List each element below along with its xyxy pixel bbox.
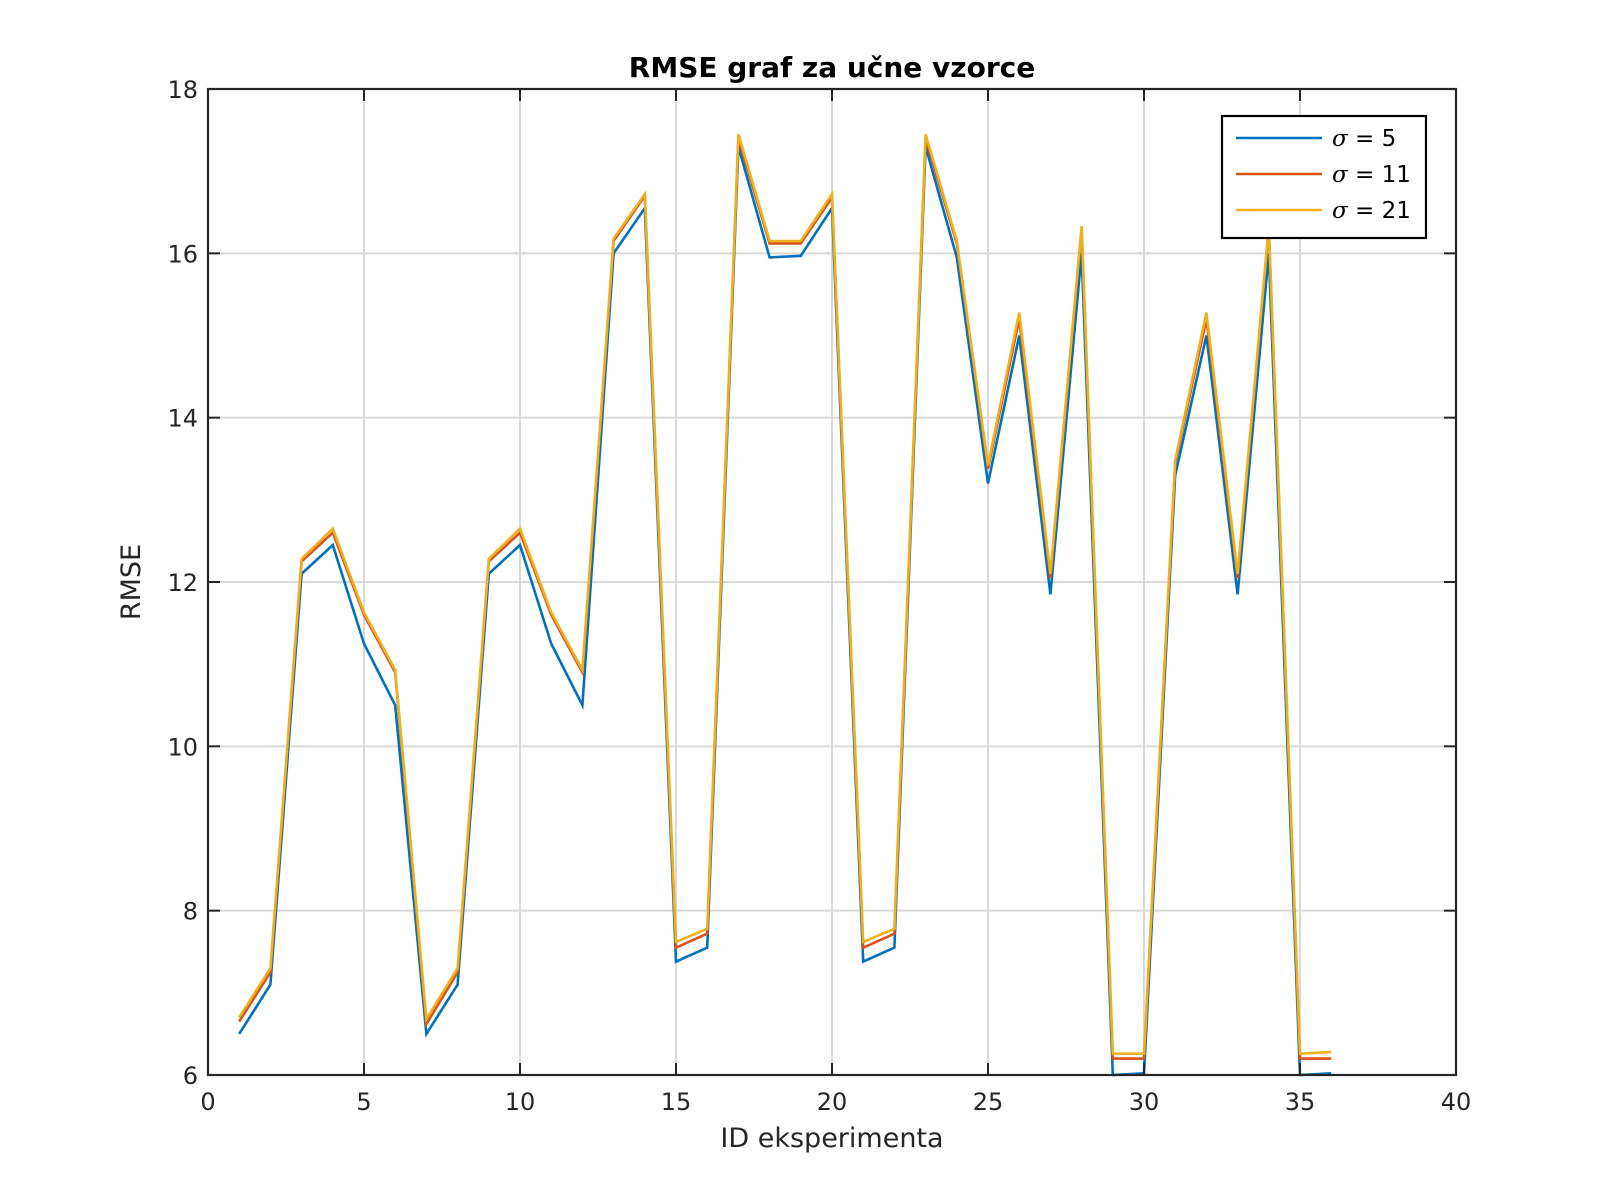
x-tick-label: 25 (973, 1088, 1004, 1116)
x-tick-label: 5 (356, 1088, 371, 1116)
series-line-3 (238, 133, 1332, 1056)
sigma-symbol: σ (1332, 198, 1349, 224)
y-tick-label: 6 (183, 1062, 198, 1090)
y-tick-label: 8 (183, 898, 198, 926)
x-tick-label: 10 (505, 1088, 536, 1116)
y-tick-label: 14 (167, 405, 198, 433)
legend-label-value: = 11 (1348, 162, 1411, 188)
sigma-symbol: σ (1332, 162, 1349, 188)
legend-label-3: σ = 21 (1332, 198, 1411, 224)
chart-title: RMSE graf za učne vzorce (629, 51, 1035, 84)
x-tick-labels: 0 5 10 15 20 25 30 35 40 (200, 1088, 1471, 1116)
legend-label-value: = 5 (1348, 126, 1397, 152)
series-lines (238, 133, 1332, 1077)
legend: σ = 5σ = 11σ = 21 (1220, 114, 1428, 240)
legend-box (1220, 114, 1428, 240)
sigma-symbol: σ (1332, 126, 1349, 152)
y-tick-label: 18 (167, 76, 198, 104)
x-axis-label: ID eksperimenta (720, 1123, 943, 1154)
x-tick-label: 35 (1285, 1088, 1316, 1116)
y-tick-label: 16 (167, 240, 198, 268)
x-tick-label: 20 (817, 1088, 848, 1116)
legend-label-1: σ = 5 (1332, 126, 1396, 152)
y-tick-label: 12 (167, 569, 198, 597)
y-tick-labels: 6 8 10 12 14 16 18 (167, 76, 198, 1090)
x-tick-label: 30 (1129, 1088, 1160, 1116)
y-tick-label: 10 (167, 733, 198, 761)
x-tick-label: 0 (200, 1088, 215, 1116)
x-tick-label: 40 (1441, 1088, 1472, 1116)
x-tick-label: 15 (661, 1088, 692, 1116)
legend-label-value: = 21 (1348, 198, 1411, 224)
axes (206, 87, 1458, 1077)
y-axis-label: RMSE (116, 544, 147, 620)
legend-label-2: σ = 11 (1332, 162, 1411, 188)
